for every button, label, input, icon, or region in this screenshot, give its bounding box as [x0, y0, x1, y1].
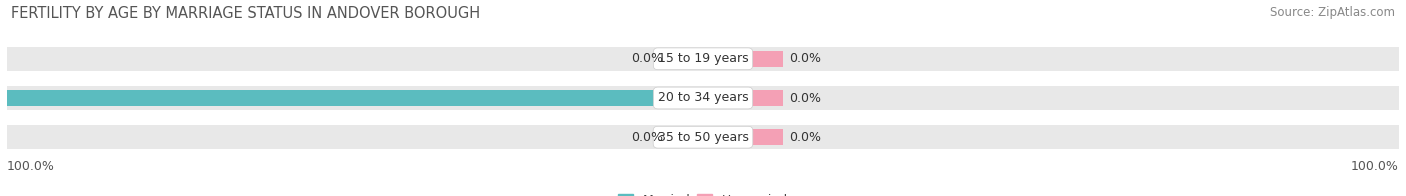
- Bar: [703, 90, 783, 106]
- Text: 100.0%: 100.0%: [1351, 160, 1399, 173]
- Text: 15 to 19 years: 15 to 19 years: [658, 52, 748, 65]
- Bar: [7, 47, 1399, 71]
- Text: Source: ZipAtlas.com: Source: ZipAtlas.com: [1270, 6, 1395, 19]
- Text: 0.0%: 0.0%: [789, 52, 821, 65]
- Text: 0.0%: 0.0%: [789, 131, 821, 144]
- Bar: [7, 125, 1399, 149]
- Text: 20 to 34 years: 20 to 34 years: [658, 92, 748, 104]
- Text: 35 to 50 years: 35 to 50 years: [658, 131, 748, 144]
- Text: 0.0%: 0.0%: [789, 92, 821, 104]
- Legend: Married, Unmarried: Married, Unmarried: [613, 189, 793, 196]
- Text: 0.0%: 0.0%: [631, 52, 664, 65]
- Bar: [669, 51, 703, 67]
- Bar: [703, 51, 783, 67]
- Bar: [7, 90, 703, 106]
- Bar: [7, 86, 1399, 110]
- Text: FERTILITY BY AGE BY MARRIAGE STATUS IN ANDOVER BOROUGH: FERTILITY BY AGE BY MARRIAGE STATUS IN A…: [11, 6, 481, 21]
- Bar: [669, 129, 703, 145]
- Bar: [703, 129, 783, 145]
- Text: 100.0%: 100.0%: [7, 160, 55, 173]
- Text: 0.0%: 0.0%: [631, 131, 664, 144]
